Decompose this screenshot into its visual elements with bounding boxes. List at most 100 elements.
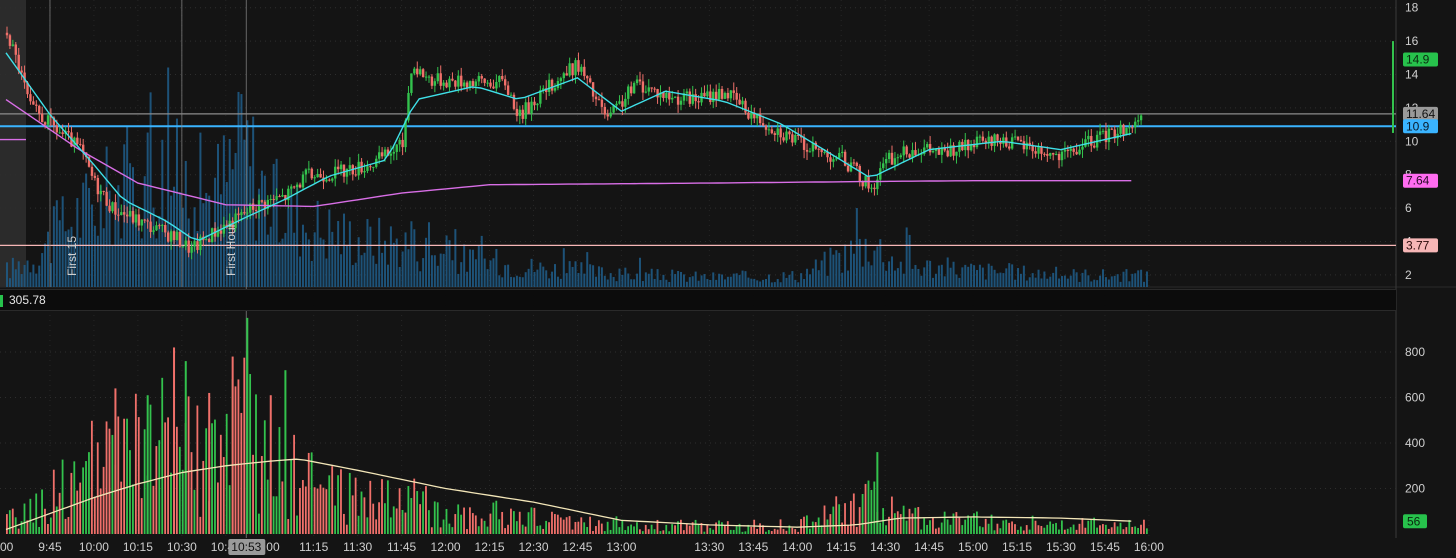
candle-body: [231, 220, 234, 229]
price-pane-volume-bar: [88, 187, 91, 287]
candle-body: [735, 92, 738, 100]
price-pane-volume-bar: [688, 277, 691, 287]
price-pane-volume-bar: [184, 160, 187, 287]
price-pane-volume-bar: [296, 187, 299, 287]
volume-bar: [243, 357, 246, 534]
candle-body: [1063, 149, 1067, 152]
price-pane-volume-bar: [808, 274, 811, 287]
price-pane-volume-bar: [58, 220, 61, 287]
price-pane-volume-bar: [914, 264, 917, 287]
candle-body: [436, 73, 439, 82]
candle-body: [134, 214, 138, 223]
candle-body: [653, 88, 656, 90]
volume-bar: [788, 525, 791, 534]
candle-body: [196, 241, 199, 250]
volume-bar: [137, 417, 140, 534]
candle-body: [940, 147, 944, 155]
volume-bar: [1131, 526, 1134, 534]
price-badge: [1403, 52, 1438, 67]
price-pane-volume-bar: [1037, 269, 1040, 287]
volume-bar: [422, 491, 424, 534]
price-pane-volume-bar: [345, 245, 348, 287]
price-pane-volume-bar: [967, 266, 970, 287]
volume-bar: [820, 525, 823, 534]
price-pane-volume-bar: [237, 91, 240, 287]
price-pane-volume-bar: [1131, 273, 1134, 287]
price-pane-volume-bar: [263, 175, 266, 287]
candle-body: [1069, 148, 1072, 151]
price-pane-volume-bar: [489, 260, 492, 287]
volume-bar: [1143, 519, 1145, 534]
candle-body: [35, 104, 38, 106]
candle-body: [712, 91, 715, 103]
candle-body: [920, 153, 923, 155]
volume-bar: [1116, 526, 1119, 534]
candle-body: [67, 131, 70, 133]
volume-bar: [970, 517, 972, 534]
price-pane-volume-bar: [1069, 275, 1072, 287]
candle-body: [685, 91, 689, 94]
candle-body: [465, 82, 469, 88]
price-pane-volume-bar: [1125, 269, 1128, 287]
price-pane-volume-bar: [970, 263, 973, 287]
volume-bar: [691, 522, 694, 534]
price-pane-volume-bar: [1019, 273, 1022, 287]
volume-bar: [762, 525, 764, 534]
candle-body: [1054, 153, 1058, 155]
volume-bar: [814, 522, 817, 534]
volume-tick-label: 400: [1405, 436, 1425, 450]
volume-bar: [715, 522, 717, 534]
volume-bar: [1137, 527, 1139, 534]
volume-bar: [990, 514, 993, 534]
candle-body: [583, 66, 586, 77]
candle-body: [158, 225, 161, 227]
price-pane-volume-bar: [381, 252, 384, 287]
price-pane-volume-bar: [23, 264, 26, 287]
candle-body: [99, 190, 102, 195]
price-pane-volume-bar: [709, 280, 712, 287]
candle-body: [1107, 128, 1111, 143]
volume-bar: [1122, 529, 1125, 534]
candle-body: [278, 196, 281, 198]
price-pane-volume-bar: [973, 265, 976, 287]
candle-body: [348, 165, 352, 169]
volume-bar: [1072, 524, 1075, 534]
price-pane-volume-bar: [325, 258, 328, 287]
candle-body: [287, 188, 290, 201]
volume-spike-bar: [284, 370, 287, 534]
volume-bar: [343, 513, 345, 534]
volume-bar: [52, 469, 55, 534]
volume-bar: [1119, 522, 1122, 534]
volume-bar: [1125, 527, 1128, 534]
price-pane-volume-bar: [726, 276, 729, 287]
candle-body: [621, 101, 624, 107]
candle-body: [23, 72, 26, 83]
price-pane-volume-bar: [981, 267, 984, 287]
price-pane-volume-bar: [753, 278, 756, 287]
volume-bar: [1025, 525, 1028, 534]
price-pane-volume-bar: [1014, 279, 1017, 287]
candle-body: [20, 70, 23, 73]
price-pane-volume-bar: [773, 282, 776, 287]
volume-bar: [55, 506, 58, 534]
volume-bar: [1017, 529, 1019, 534]
price-pane-volume-bar: [641, 281, 644, 287]
volume-bar: [471, 513, 474, 534]
candle-body: [515, 108, 519, 116]
volume-bar: [712, 529, 715, 534]
time-cursor-label: 10:53: [231, 540, 261, 554]
price-pane-volume-bar: [873, 250, 876, 287]
price-pane-volume-bar: [293, 232, 296, 287]
price-pane-volume-bar: [477, 245, 480, 287]
price-pane-volume-bar: [105, 146, 108, 287]
price-pane-volume-bar: [79, 237, 82, 287]
price-pane-volume-bar: [592, 265, 595, 287]
price-pane-volume-bar: [137, 227, 140, 287]
price-pane-volume-bar: [964, 264, 967, 287]
volume-bar: [26, 520, 29, 534]
volume-bar: [759, 523, 761, 534]
price-pane-volume-bar: [407, 249, 410, 287]
annotation-first-15: First 15: [65, 236, 79, 276]
candle-body: [210, 228, 214, 243]
price-pane-volume-bar: [272, 163, 275, 287]
